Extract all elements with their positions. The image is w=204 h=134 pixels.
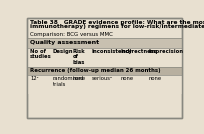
Bar bbox=[27, 38, 182, 48]
Text: none: none bbox=[120, 76, 133, 81]
Text: serious²: serious² bbox=[92, 76, 113, 81]
Text: Quality assessment: Quality assessment bbox=[30, 40, 99, 44]
Text: No of
studies: No of studies bbox=[30, 49, 52, 59]
Text: none: none bbox=[149, 76, 162, 81]
Text: none: none bbox=[73, 76, 86, 81]
Text: Indirectness: Indirectness bbox=[120, 49, 157, 54]
Bar bbox=[27, 67, 182, 75]
Text: Imprecision: Imprecision bbox=[149, 49, 184, 54]
Text: immunotherapy) regimens for low-risk/intermediate and high: immunotherapy) regimens for low-risk/int… bbox=[30, 24, 204, 29]
Bar bbox=[27, 48, 182, 67]
Text: Table 38   GRADE evidence profile: What are the most effec: Table 38 GRADE evidence profile: What ar… bbox=[30, 20, 204, 25]
Text: Risk
of
bias: Risk of bias bbox=[73, 49, 86, 65]
Text: randomised
trials: randomised trials bbox=[52, 76, 84, 87]
Text: Recurrence (follow-up median 26 months): Recurrence (follow-up median 26 months) bbox=[30, 68, 161, 73]
Text: Inconsistency: Inconsistency bbox=[92, 49, 133, 54]
Text: Design: Design bbox=[52, 49, 73, 54]
Text: 12¹: 12¹ bbox=[30, 76, 39, 81]
Bar bbox=[27, 75, 182, 94]
Text: Comparison: BCG versus MMC: Comparison: BCG versus MMC bbox=[30, 32, 113, 37]
